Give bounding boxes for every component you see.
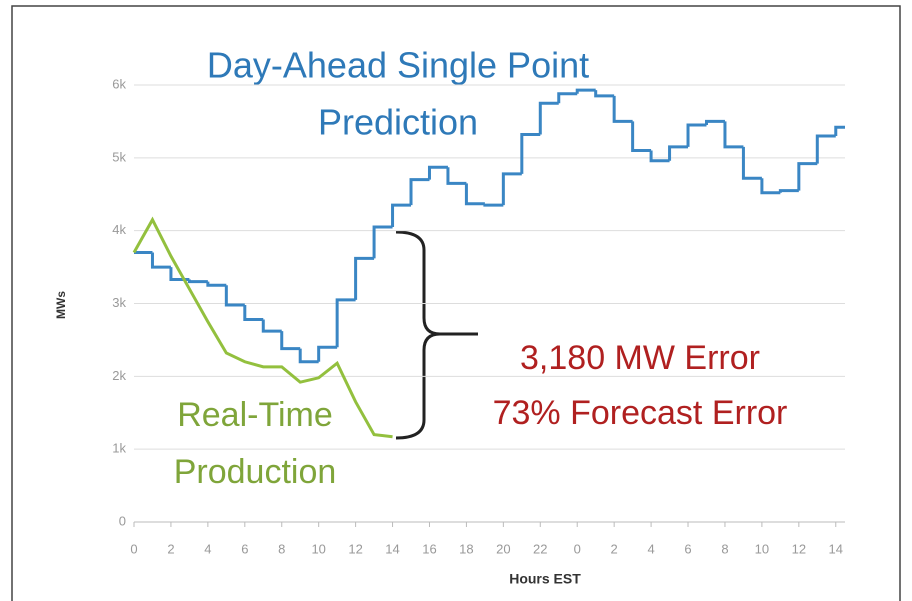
step-segment [150,252,171,269]
step-segment [261,319,282,333]
brace [395,230,478,440]
annotation: 3,180 MW Error [520,339,760,377]
step-segment [797,162,818,191]
step-segment [391,203,412,228]
step-segment [649,150,670,163]
step-segment [668,145,689,161]
step-segment [243,304,264,322]
step-segment [298,348,319,364]
x-tick-label: 12 [792,541,806,556]
y-tick-label: 5k [112,149,126,164]
x-tick-label: 6 [684,541,691,556]
step-segment [778,189,799,193]
step-segment [686,123,707,147]
x-tick-label: 4 [204,541,211,556]
x-tick-label: 18 [459,541,473,556]
annotation: 73% Forecast Error [493,394,788,432]
y-tick-label: 2k [112,368,126,383]
step-segment [206,281,227,287]
x-tick-label: 0 [130,541,137,556]
step-segment [723,121,744,149]
x-tick-label: 16 [422,541,436,556]
step-segment [815,134,836,164]
step-segment [427,165,448,180]
step-segment [538,101,559,135]
step-segment [317,345,338,362]
step-segment [557,92,578,104]
y-axis-label: MWs [54,291,68,319]
y-tick-label: 3k [112,295,126,310]
step-segment [187,279,208,284]
x-tick-label: 2 [611,541,618,556]
step-segment [483,203,504,207]
chart-title: Prediction [318,102,478,143]
step-segment [224,285,245,307]
annotation: Real-Time [177,396,333,434]
step-segment [704,119,725,126]
x-tick-label: 8 [721,541,728,556]
chart-title: Day-Ahead Single Point [207,45,589,86]
x-tick-label: 4 [647,541,654,556]
annotation: Production [174,453,337,491]
step-segment [612,95,633,123]
series-line [132,216,393,439]
x-tick-label: 14 [385,541,399,556]
step-segment [631,121,652,153]
x-tick-label: 22 [533,541,547,556]
x-tick-label: 10 [311,541,325,556]
x-tick-label: 8 [278,541,285,556]
y-tick-label: 0 [119,513,126,528]
x-axis-label: Hours EST [509,571,581,587]
y-tick-label: 4k [112,222,126,237]
step-segment [575,88,596,94]
y-tick-label: 6k [112,76,126,91]
x-tick-label: 20 [496,541,510,556]
step-segment [354,256,375,300]
y-tick-label: 1k [112,441,126,456]
step-segment [760,178,781,195]
step-segment [741,146,762,180]
step-segment [372,225,393,259]
step-segment [464,183,485,206]
step-segment [280,331,301,351]
x-tick-label: 12 [348,541,362,556]
step-segment [834,125,845,136]
step-segment [446,167,467,185]
x-tick-label: 0 [574,541,581,556]
step-segment [594,90,615,98]
step-segment [409,178,430,206]
x-tick-label: 14 [829,541,843,556]
x-tick-label: 6 [241,541,248,556]
x-tick-label: 10 [755,541,769,556]
x-tick-label: 2 [167,541,174,556]
step-segment [501,172,522,206]
step-segment [335,298,356,348]
step-segment [520,133,541,174]
